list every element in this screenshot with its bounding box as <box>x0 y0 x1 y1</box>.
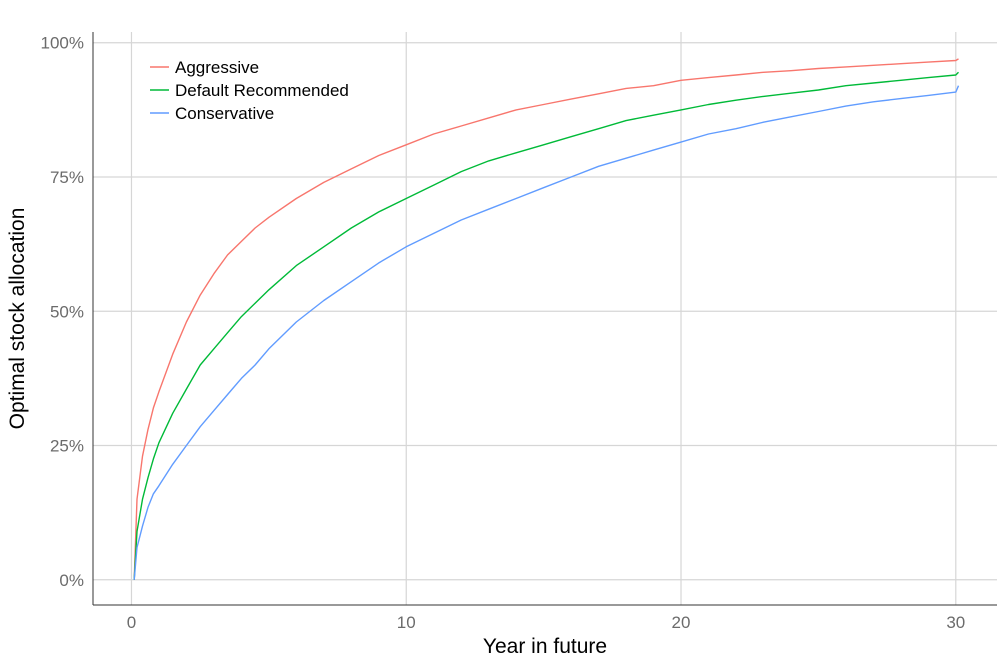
axes <box>92 32 997 606</box>
x-tick-label: 10 <box>397 613 416 632</box>
y-tick-label: 25% <box>50 437 84 456</box>
y-tick-label: 75% <box>50 168 84 187</box>
y-tick-label: 50% <box>50 302 84 321</box>
series-line-default-recommended <box>133 71 959 580</box>
x-tick-label: 0 <box>127 613 136 632</box>
x-axis-title: Year in future <box>483 635 607 658</box>
y-axis-title: Optimal stock allocation <box>6 208 29 430</box>
y-tick-label: 0% <box>59 571 84 590</box>
legend-label: Aggressive <box>175 58 259 77</box>
y-tick-label: 100% <box>41 34 84 53</box>
series-line-aggressive <box>133 58 959 580</box>
series-lines <box>133 58 960 580</box>
x-tick-label: 30 <box>946 613 965 632</box>
x-tick-label: 20 <box>672 613 691 632</box>
gridlines <box>93 32 997 605</box>
legend-label: Conservative <box>175 104 274 123</box>
legend-background <box>142 52 378 128</box>
legend-label: Default Recommended <box>175 81 349 100</box>
legend: Aggressive Default Recommended Conservativ… <box>142 52 378 128</box>
series-line-conservative <box>133 85 960 580</box>
tick-labels: 0% 25% 50% 75% 100% 0 10 20 30 <box>41 34 966 632</box>
